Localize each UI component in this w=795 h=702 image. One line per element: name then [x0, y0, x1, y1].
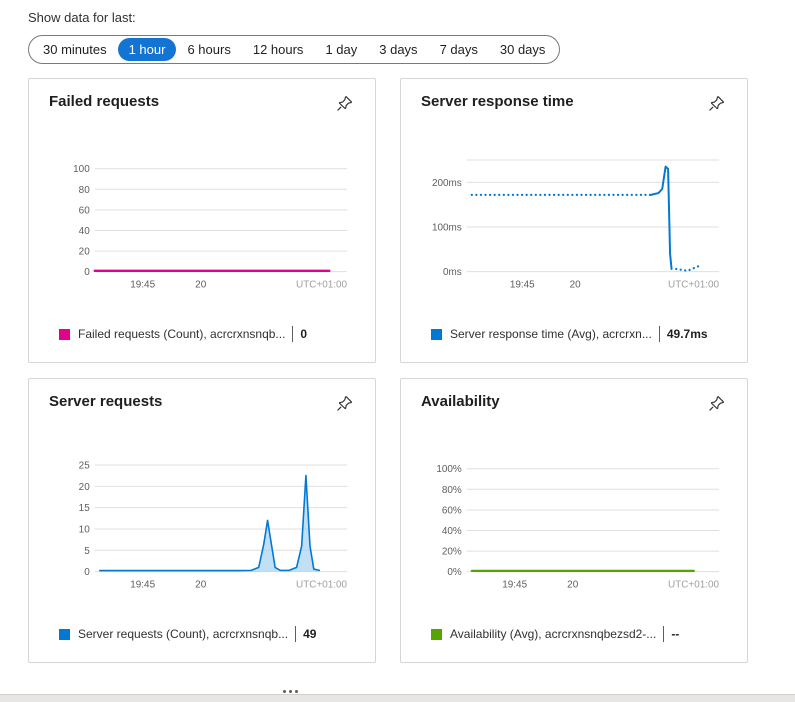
- svg-text:UTC+01:00: UTC+01:00: [668, 280, 719, 291]
- svg-text:60: 60: [79, 205, 91, 216]
- card-header: Availability: [421, 393, 727, 414]
- svg-text:80%: 80%: [442, 485, 462, 496]
- svg-text:20: 20: [570, 280, 582, 291]
- chart-svg: 0ms 100ms 200ms 19:45 20 UTC+01:00: [432, 159, 720, 291]
- legend-label: Server requests (Count), acrcrxnsnqb...: [78, 627, 289, 641]
- svg-text:UTC+01:00: UTC+01:00: [668, 580, 719, 591]
- svg-text:20: 20: [195, 580, 207, 591]
- svg-text:19:45: 19:45: [130, 280, 155, 291]
- pin-icon[interactable]: [706, 393, 727, 414]
- pin-icon[interactable]: [706, 93, 727, 114]
- time-option-30-days[interactable]: 30 days: [489, 38, 557, 61]
- svg-text:100%: 100%: [436, 464, 462, 475]
- bottom-panel-resize-bar[interactable]: [0, 694, 795, 702]
- card-title: Failed requests: [49, 93, 160, 110]
- svg-text:100ms: 100ms: [432, 222, 462, 233]
- card-availability: Availability 0% 20% 40% 60% 80% 100% 19:45 20 UT…: [400, 378, 748, 663]
- time-option-30-minutes[interactable]: 30 minutes: [32, 38, 118, 61]
- card-header: Server requests: [49, 393, 355, 414]
- legend-value: 49: [303, 627, 317, 641]
- legend-value: --: [671, 627, 680, 641]
- time-option-12-hours[interactable]: 12 hours: [242, 38, 315, 61]
- svg-text:20: 20: [195, 280, 207, 291]
- svg-text:20: 20: [567, 580, 579, 591]
- card-header: Failed requests: [49, 93, 355, 114]
- legend: Server response time (Avg), acrcrxn... 4…: [431, 326, 727, 342]
- legend-separator: [292, 326, 294, 342]
- legend-value: 0: [300, 327, 308, 341]
- legend-value: 49.7ms: [666, 327, 708, 341]
- svg-text:19:45: 19:45: [502, 580, 527, 591]
- chart-svg: 0% 20% 40% 60% 80% 100% 19:45 20 UTC+01:00: [436, 464, 719, 591]
- card-title: Availability: [421, 393, 500, 410]
- legend-swatch: [431, 628, 442, 640]
- svg-text:UTC+01:00: UTC+01:00: [296, 280, 347, 291]
- time-option-6-hours[interactable]: 6 hours: [176, 38, 241, 61]
- server-response-time-chart: 0ms 100ms 200ms 19:45 20 UTC+01:00: [421, 114, 727, 326]
- legend-swatch: [431, 328, 442, 340]
- svg-text:20: 20: [79, 247, 91, 258]
- svg-text:40%: 40%: [442, 526, 462, 537]
- legend-label: Failed requests (Count), acrcrxnsnqb...: [78, 327, 286, 341]
- svg-text:19:45: 19:45: [130, 580, 155, 591]
- svg-text:0%: 0%: [447, 567, 462, 578]
- chart-svg: 0 5 10 15 20 25 19:45 20 UTC+01:00: [79, 460, 348, 591]
- svg-text:19:45: 19:45: [510, 280, 535, 291]
- card-failed-requests: Failed requests 0 20 40 60 80 100 19:45 20 UTC+0…: [28, 78, 376, 363]
- legend: Server requests (Count), acrcrxnsnqb... …: [59, 626, 355, 642]
- svg-text:0: 0: [84, 267, 90, 278]
- time-option-1-day[interactable]: 1 day: [314, 38, 368, 61]
- legend-separator: [658, 326, 660, 342]
- drag-handle-dots-icon: [283, 690, 298, 693]
- time-range-label: Show data for last:: [28, 10, 136, 25]
- metrics-grid: Failed requests 0 20 40 60 80 100 19:45 20 UTC+0…: [28, 78, 748, 663]
- legend-label: Availability (Avg), acrcrxnsnqbezsd2-...: [450, 627, 657, 641]
- pin-icon[interactable]: [334, 393, 355, 414]
- time-option-7-days[interactable]: 7 days: [429, 38, 489, 61]
- legend-separator: [663, 626, 665, 642]
- card-server-response-time: Server response time 0ms 100ms 200ms 19:45 2…: [400, 78, 748, 363]
- card-title: Server requests: [49, 393, 163, 410]
- svg-text:10: 10: [79, 524, 91, 535]
- card-header: Server response time: [421, 93, 727, 114]
- svg-text:40: 40: [79, 226, 91, 237]
- failed-requests-chart: 0 20 40 60 80 100 19:45 20 UTC+01:00: [49, 114, 355, 326]
- svg-text:60%: 60%: [442, 505, 462, 516]
- card-title: Server response time: [421, 93, 574, 110]
- svg-text:80: 80: [79, 185, 91, 196]
- svg-text:20: 20: [79, 482, 91, 493]
- legend-label: Server response time (Avg), acrcrxn...: [450, 327, 652, 341]
- time-option-3-days[interactable]: 3 days: [368, 38, 428, 61]
- time-option-1-hour[interactable]: 1 hour: [117, 38, 177, 61]
- card-server-requests: Server requests 0 5 10 15 20 25 19:45 20 UTC+01:…: [28, 378, 376, 663]
- legend-swatch: [59, 628, 70, 640]
- svg-text:20%: 20%: [442, 547, 462, 558]
- legend: Availability (Avg), acrcrxnsnqbezsd2-...…: [431, 626, 727, 642]
- pin-icon[interactable]: [334, 93, 355, 114]
- svg-text:0: 0: [84, 567, 90, 578]
- legend-separator: [295, 626, 297, 642]
- server-requests-chart: 0 5 10 15 20 25 19:45 20 UTC+01:00: [49, 414, 355, 626]
- svg-text:UTC+01:00: UTC+01:00: [296, 580, 347, 591]
- time-range-picker: 30 minutes 1 hour 6 hours 12 hours 1 day 3 da…: [28, 35, 561, 64]
- svg-text:100: 100: [73, 164, 90, 175]
- svg-text:5: 5: [84, 546, 90, 557]
- legend: Failed requests (Count), acrcrxnsnqb... …: [59, 326, 355, 342]
- svg-text:15: 15: [79, 503, 91, 514]
- svg-text:25: 25: [79, 460, 91, 471]
- svg-text:0ms: 0ms: [443, 267, 462, 278]
- legend-swatch: [59, 328, 70, 340]
- availability-chart: 0% 20% 40% 60% 80% 100% 19:45 20 UTC+01:00: [421, 414, 727, 626]
- chart-svg: 0 20 40 60 80 100 19:45 20 UTC+01:00: [73, 164, 347, 291]
- svg-text:200ms: 200ms: [432, 178, 462, 189]
